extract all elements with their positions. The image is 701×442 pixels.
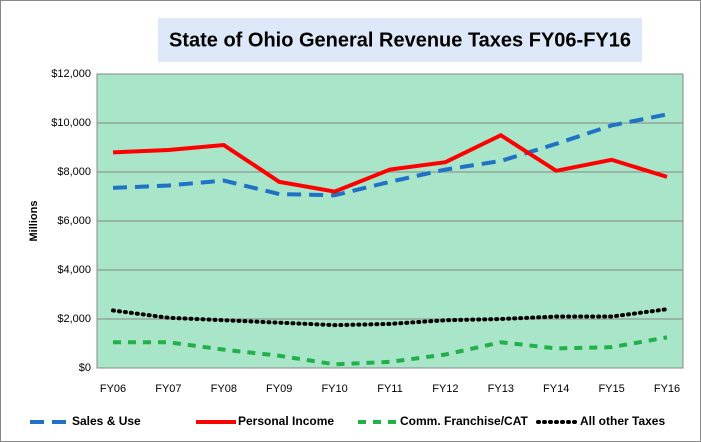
- series-line: [113, 335, 668, 367]
- x-tick-label: FY07: [155, 383, 181, 395]
- y-tick-label: $10,000: [51, 117, 91, 129]
- y-tick-label: $0: [79, 362, 91, 374]
- x-tick-label: FY09: [266, 383, 292, 395]
- x-tick-label: FY11: [377, 383, 402, 395]
- legend-label: All other Taxes: [580, 414, 665, 428]
- y-tick-label: $6,000: [57, 215, 91, 227]
- y-tick-label: $2,000: [57, 313, 91, 325]
- x-tick-label: FY15: [598, 383, 624, 395]
- y-axis-label: Millions: [28, 201, 40, 242]
- legend-label: Personal Income: [238, 414, 334, 428]
- y-tick-label: $8,000: [57, 166, 91, 178]
- series-line: [112, 112, 668, 198]
- chart-title: State of Ohio General Revenue Taxes FY06…: [169, 29, 631, 51]
- x-tick-label: FY13: [488, 383, 514, 395]
- x-tick-label: FY16: [654, 383, 680, 395]
- title-box: [158, 18, 642, 62]
- x-tick-label: FY06: [100, 383, 126, 395]
- series-line: [112, 132, 668, 194]
- x-tick-label: FY08: [211, 383, 237, 395]
- x-tick-label: FY12: [432, 383, 458, 395]
- y-tick-label: $12,000: [51, 68, 91, 80]
- series-line: [111, 307, 669, 328]
- y-tick-label: $4,000: [57, 264, 91, 276]
- x-tick-label: FY10: [321, 383, 347, 395]
- legend-label: Comm. Franchise/CAT: [400, 414, 528, 428]
- x-tick-label: FY14: [543, 383, 569, 395]
- legend-label: Sales & Use: [72, 414, 141, 428]
